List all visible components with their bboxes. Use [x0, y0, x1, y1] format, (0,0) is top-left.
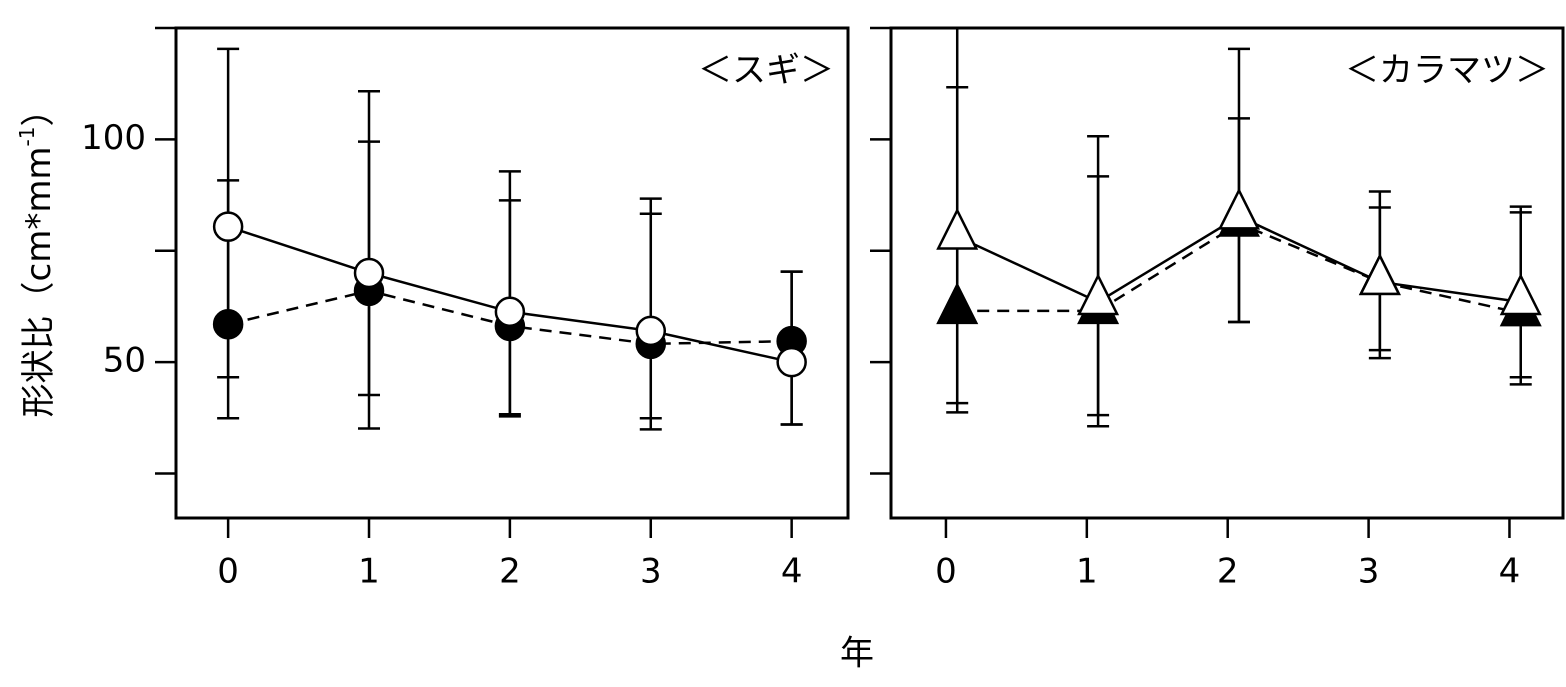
marker	[1217, 187, 1260, 230]
x-tick-label: 2	[499, 552, 521, 592]
marker	[494, 296, 526, 328]
y-axis-label-sup: -1	[15, 126, 39, 146]
x-tick-label: 0	[935, 552, 957, 592]
marker	[936, 282, 979, 325]
panel-label: ＜カラマツ＞	[1345, 51, 1549, 91]
plot-area	[212, 47, 807, 431]
marker	[212, 308, 244, 340]
marker	[936, 207, 979, 250]
y-axis-label: 形状比（cm*mm-1）	[15, 92, 59, 417]
x-tick-label: 4	[1499, 552, 1521, 592]
error-bar	[1227, 47, 1250, 324]
panel-label: ＜スギ＞	[698, 51, 834, 91]
marker	[1499, 273, 1542, 316]
y-axis-label-main: 形状比（cm*mm	[19, 146, 59, 417]
y-tick-label: 100	[81, 118, 146, 158]
y-tick-label: 50	[103, 341, 146, 381]
marker	[1077, 273, 1120, 316]
plot-area	[936, 28, 1542, 428]
panel-frame	[174, 26, 850, 520]
x-tick-label: 4	[781, 552, 803, 592]
x-tick-label: 2	[1217, 552, 1239, 592]
x-tick-label: 1	[1076, 552, 1098, 592]
marker	[353, 257, 385, 289]
x-tick-label: 3	[1358, 552, 1380, 592]
error-bar	[498, 170, 521, 418]
x-tick-label: 3	[640, 552, 662, 592]
marker	[635, 315, 667, 347]
x-tick-label: 1	[358, 552, 380, 592]
panel-frame	[889, 26, 1565, 520]
marker	[212, 211, 244, 242]
error-bar	[639, 197, 662, 431]
y-axis-label-end: ）	[19, 92, 59, 126]
x-tick-label: 0	[217, 552, 239, 592]
x-axis-label: 年	[840, 634, 874, 674]
marker	[1358, 253, 1401, 296]
marker	[776, 346, 807, 378]
